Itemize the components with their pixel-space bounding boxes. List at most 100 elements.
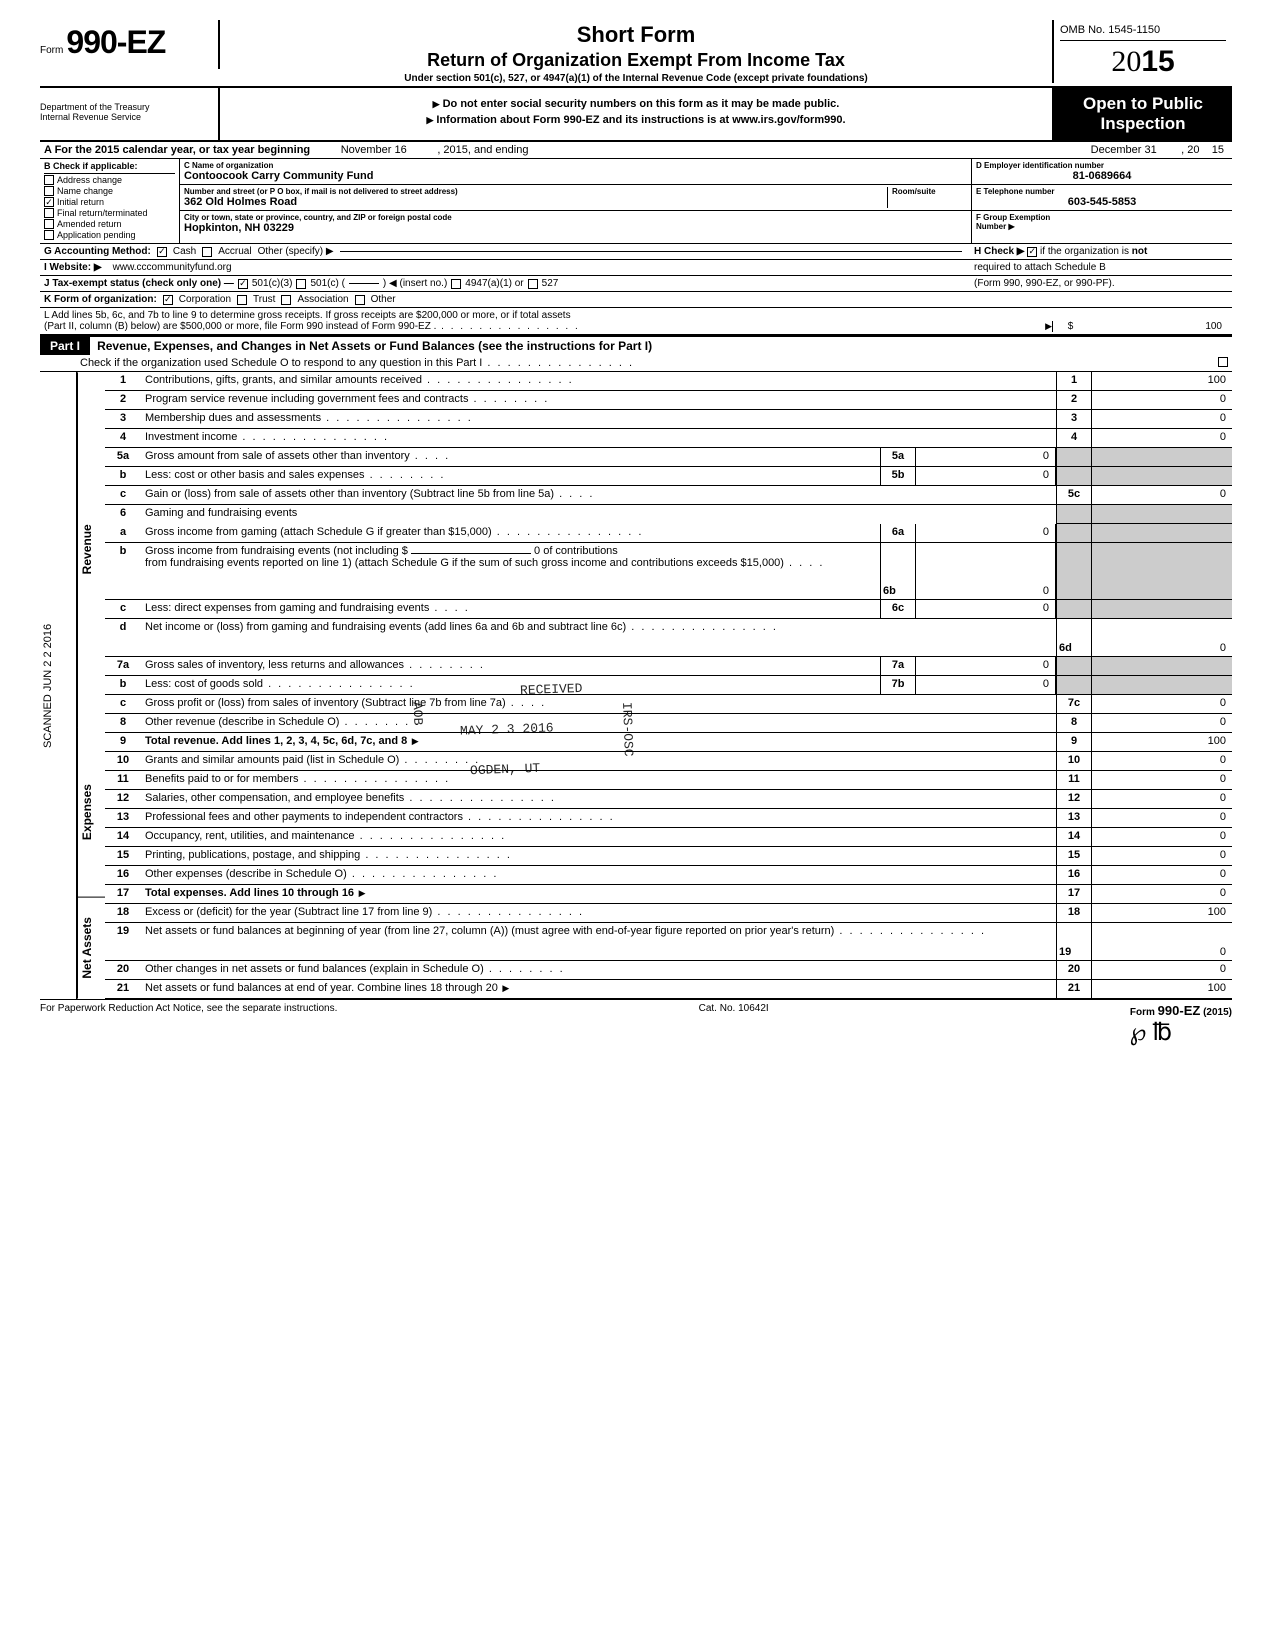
line-rows: 1Contributions, gifts, grants, and simil… [105, 372, 1232, 999]
department-box: Department of the Treasury Internal Reve… [40, 88, 220, 140]
k-assoc: Association [297, 294, 348, 305]
stamp-irs: IRS-OSC [619, 702, 636, 757]
open-to-public-box: Open to Public Inspection [1052, 88, 1232, 140]
chk-amended[interactable] [44, 219, 54, 229]
row-a-yr-prefix: , 20 [1181, 144, 1199, 156]
row-a-end: December 31 [1091, 144, 1157, 156]
chk-accrual[interactable] [202, 247, 212, 257]
footer-mid: Cat. No. 10642I [699, 1003, 769, 1018]
part-1-check-text: Check if the organization used Schedule … [80, 357, 634, 369]
chk-name-change[interactable] [44, 186, 54, 196]
title-main: Short Form [228, 22, 1044, 48]
chk-address-change[interactable] [44, 175, 54, 185]
line-9: 9Total revenue. Add lines 1, 2, 3, 4, 5c… [105, 733, 1232, 752]
tax-year: 2015 [1060, 41, 1226, 79]
line-20: 20Other changes in net assets or fund ba… [105, 961, 1232, 980]
j-c: ) ◀ (insert no.) [383, 278, 447, 289]
ein: 81-0689664 [976, 170, 1228, 182]
line-10: 10Grants and similar amounts paid (list … [105, 752, 1232, 771]
line-1: 1Contributions, gifts, grants, and simil… [105, 372, 1232, 391]
street-label: Number and street (or P O box, if mail i… [184, 187, 887, 196]
chk-initial-return[interactable]: ✓ [44, 197, 54, 207]
header-row: Form 990-EZ Short Form Return of Organiz… [40, 20, 1232, 88]
col-right-def: D Employer identification number 81-0689… [972, 159, 1232, 243]
scanned-stamp: SCANNED JUN 2 2 2016 [40, 372, 76, 999]
row-a-right: December 31 , 20 15 [1091, 144, 1228, 156]
chk-501c3[interactable]: ✓ [238, 279, 248, 289]
l-text2: (Part II, column (B) below) are $500,000… [44, 321, 580, 332]
footer-right: Form 990-EZ (2015) [1130, 1003, 1232, 1018]
b-name: Name change [57, 186, 113, 196]
form-number-box: Form 990-EZ [40, 20, 220, 69]
side-expenses: Expenses [77, 727, 105, 897]
line-4: 4Investment income40 [105, 429, 1232, 448]
chk-schedule-o[interactable] [1218, 357, 1228, 367]
chk-schedule-b[interactable]: ✓ [1027, 247, 1037, 257]
year-prefix: 20 [1111, 45, 1141, 78]
stamp-ogden: OGDEN, UT [470, 761, 541, 778]
g-other: Other (specify) ▶ [258, 246, 334, 257]
line-6: 6Gaming and fundraising events [105, 505, 1232, 524]
d-label: D Employer identification number [976, 161, 1228, 170]
group-exempt-cell: F Group Exemption Number ▶ [972, 211, 1232, 233]
chk-final-return[interactable] [44, 208, 54, 218]
line-2: 2Program service revenue including gover… [105, 391, 1232, 410]
k-trust: Trust [253, 294, 275, 305]
line-17: 17Total expenses. Add lines 10 through 1… [105, 885, 1232, 904]
stamp-received: RECEIVED [520, 681, 583, 698]
line-18: 18Excess or (deficit) for the year (Subt… [105, 904, 1232, 923]
l-val: 100 [1088, 321, 1228, 332]
room-label: Room/suite [892, 187, 967, 196]
city-cell: City or town, state or province, country… [180, 211, 971, 236]
city: Hopkinton, NH 03229 [184, 222, 967, 234]
h-text-3: (Form 990, 990-EZ, or 990-PF). [968, 278, 1228, 289]
row-l: L Add lines 5b, 6c, and 7b to line 9 to … [40, 308, 1232, 335]
org-name: Contoocook Carry Community Fund [184, 170, 967, 182]
line-5a: 5aGross amount from sale of assets other… [105, 448, 1232, 467]
chk-cash[interactable]: ✓ [157, 247, 167, 257]
row-a-left: A For the 2015 calendar year, or tax yea… [44, 144, 1091, 156]
line-6a: aGross income from gaming (attach Schedu… [105, 524, 1232, 543]
line-7a: 7aGross sales of inventory, less returns… [105, 657, 1232, 676]
row-a-mid: , 2015, and ending [437, 144, 528, 156]
b-label: B Check if applicable: [44, 161, 175, 174]
part-1-title: Revenue, Expenses, and Changes in Net As… [93, 337, 656, 355]
city-label: City or town, state or province, country… [184, 213, 967, 222]
chk-other-org[interactable] [355, 295, 365, 305]
line-6d: dNet income or (loss) from gaming and fu… [105, 619, 1232, 657]
j-label: J Tax-exempt status (check only one) — [44, 278, 234, 289]
chk-application[interactable] [44, 230, 54, 240]
form-number: 990-EZ [66, 24, 165, 60]
line-6b: b Gross income from fundraising events (… [105, 543, 1232, 600]
chk-assoc[interactable] [281, 295, 291, 305]
open-line-2: Inspection [1058, 114, 1228, 134]
j-a: 501(c)(3) [252, 278, 293, 289]
line-5b: bLess: cost or other basis and sales exp… [105, 467, 1232, 486]
chk-501c[interactable] [296, 279, 306, 289]
website: www.cccommunityfund.org [113, 262, 232, 273]
chk-527[interactable] [528, 279, 538, 289]
line-11: 11Benefits paid to or for members110 [105, 771, 1232, 790]
part-1-label: Part I [40, 337, 90, 355]
line-5c: cGain or (loss) from sale of assets othe… [105, 486, 1232, 505]
g-accrual: Accrual [218, 246, 251, 257]
l-sym: $ [1052, 321, 1088, 332]
street-cell: Number and street (or P O box, if mail i… [180, 185, 971, 211]
omb-year-box: OMB No. 1545-1150 2015 [1052, 20, 1232, 83]
chk-4947[interactable] [451, 279, 461, 289]
side-net-assets: Net Assets [77, 897, 105, 999]
col-b-checkboxes: B Check if applicable: Address change Na… [40, 159, 180, 243]
j-e: 527 [542, 278, 559, 289]
phone: 603-545-5853 [976, 196, 1228, 208]
row-g-h: G Accounting Method: ✓Cash Accrual Other… [40, 244, 1232, 260]
k-corp: Corporation [179, 294, 231, 305]
chk-corp[interactable]: ✓ [163, 295, 173, 305]
j-d: 4947(a)(1) or [465, 278, 523, 289]
title-under: Under section 501(c), 527, or 4947(a)(1)… [228, 73, 1044, 84]
h-text-2: required to attach Schedule B [968, 262, 1228, 273]
chk-trust[interactable] [237, 295, 247, 305]
row-a-yr: 15 [1212, 144, 1224, 156]
instructions-box: Do not enter social security numbers on … [220, 88, 1052, 140]
line-6c: cLess: direct expenses from gaming and f… [105, 600, 1232, 619]
street: 362 Old Holmes Road [184, 196, 887, 208]
